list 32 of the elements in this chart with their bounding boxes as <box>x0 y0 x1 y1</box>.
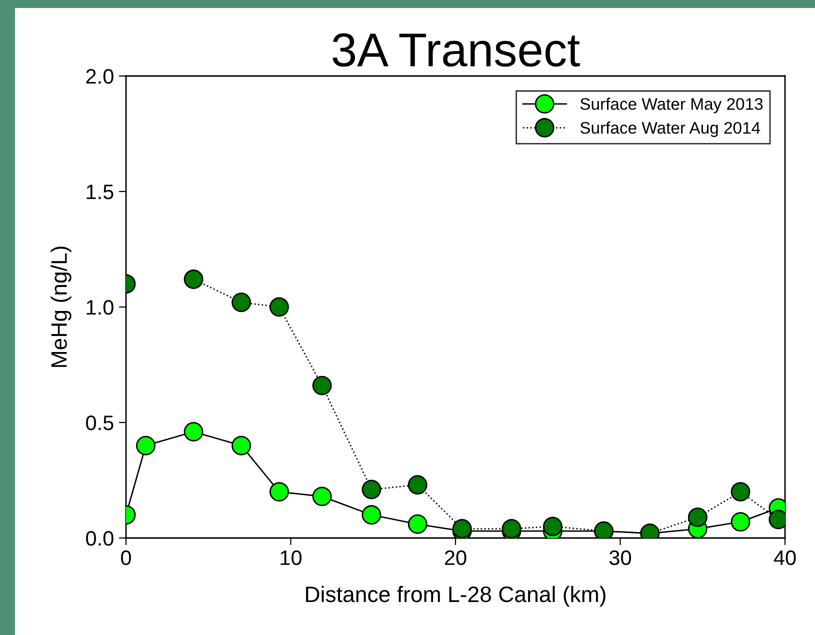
point <box>730 482 750 502</box>
x-tick-label: 40 <box>774 550 796 566</box>
point <box>269 482 289 502</box>
point <box>269 297 289 317</box>
point <box>408 514 428 534</box>
x-axis-title: Distance from L-28 Canal (km) <box>306 586 606 607</box>
point <box>184 422 204 442</box>
point <box>408 475 428 495</box>
point <box>362 505 382 525</box>
point <box>730 512 750 532</box>
x-tick-label: 10 <box>280 550 302 566</box>
point <box>312 486 332 506</box>
chart-title: 3A Transect <box>332 33 580 67</box>
y-tick-label: 1.5 <box>86 184 114 200</box>
point <box>184 270 204 290</box>
y-tick-label: 1.0 <box>86 300 114 315</box>
y-tick-label: 0.5 <box>86 416 114 430</box>
y-axis-title: MeHg (ng/L) <box>50 246 72 367</box>
point <box>136 436 156 456</box>
point <box>232 292 252 312</box>
x-tick-label: 30 <box>609 550 632 566</box>
y-tick-label: 0.0 <box>86 531 114 546</box>
point <box>232 436 252 456</box>
point <box>542 516 562 536</box>
legend-label: Surface Water Aug 2014 <box>580 122 760 138</box>
y-tick-label: 2.0 <box>86 69 114 84</box>
point <box>688 507 708 527</box>
x-tick-label: 20 <box>444 550 466 566</box>
point <box>362 480 382 500</box>
point <box>312 376 332 396</box>
x-tick-label: 0 <box>121 550 131 566</box>
legend-label: Surface Water May 2013 <box>580 98 763 114</box>
